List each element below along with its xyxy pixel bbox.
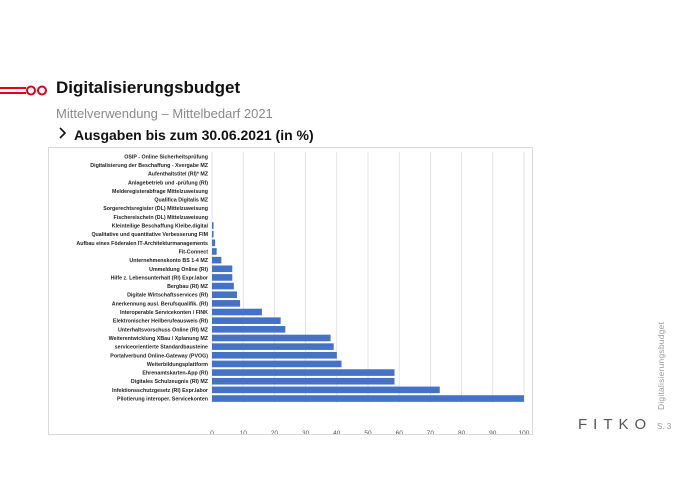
category-label: Ehrenamtskarten-App (RI) [142,371,208,377]
bar [212,343,334,350]
category-label: Digitale Wirtschaftsservices (RI) [127,293,208,299]
page-title: Digitalisierungsbudget [56,78,241,97]
bar [212,282,234,290]
bar [212,334,331,342]
category-label: Unterhaltsvorschuss Online (RI) MZ [118,327,209,333]
category-label: Bergbau (RI) MZ [167,284,209,290]
bar [212,300,241,307]
bar [212,274,233,281]
page-subtitle: Mittelverwendung – Mittelbedarf 2021 [56,106,273,121]
category-label: Pilotierung interoper. Servicekonten [117,397,208,403]
bar [212,369,395,376]
chart-frame: 0 10 20 30 40 50 60 70 80 90 100 OSIP - Online Sich… [48,147,533,435]
category-label: Portalverbund Online-Gateway (PVOG) [110,353,208,359]
category-label: Fit-Connect [179,249,209,255]
bar [212,351,337,359]
category-label: Sorgerechtsregister (DL) Mittelzuweisung [103,206,208,212]
x-tick-label: 40 [333,430,341,434]
x-tick-label: 50 [364,430,372,434]
section-heading: Ausgaben bis zum 30.06.2021 (in %) [74,127,314,143]
category-label: Hilfe z. Lebensunterhalt (RI) Expr.labor [111,275,208,281]
category-label: serviceorientierte Standardbausteine [115,345,208,351]
category-label: OSIP - Online Sicherheitsprüfung [124,154,208,160]
category-label: Qualifica Digitalis MZ [154,198,208,204]
x-tick-label: 90 [489,430,497,434]
bar [212,386,440,394]
bar [212,222,214,229]
category-label: Unternehmenskonto BS 1-4 MZ [129,258,208,264]
bar [212,377,395,385]
category-label: Aufbau eines Föderalen IT-Architekturman… [76,241,208,247]
x-tick-label: 80 [458,430,466,434]
category-label: Digitales Schulzeugnis (RI) MZ [131,379,209,385]
bar [212,265,233,273]
x-tick-label: 20 [271,430,279,434]
bar-chart: 0 10 20 30 40 50 60 70 80 90 100 OSIP - Online Sich… [76,152,530,434]
bar [212,308,262,316]
category-label: Kleinteilige Beschaffung Kleibe.digital [112,224,209,230]
page-number: S. 3 [657,422,672,431]
side-label: Digitalisierungsbudget [656,321,666,410]
x-tick-label: 30 [302,430,310,434]
x-tick-label: 10 [240,430,248,434]
category-label: Elektronischer Heilberufeausweis (RI) [113,319,208,325]
category-label: Weiterbildungsplattform [147,362,208,368]
category-label: Digitalisierung der Beschaffung - Xverga… [90,163,208,169]
bar [212,326,286,333]
chevron-right-icon [59,127,67,139]
x-tick-label: 100 [519,430,530,434]
bar [212,256,222,264]
category-label: Qualitative und quantitative Verbesserun… [91,232,208,238]
category-label: Anerkennung ausl. Berufsqualifik. (RI) [112,301,208,307]
category-label: Fischereischein (DL) Mittelzuweisung [114,215,208,221]
bar [212,230,214,238]
bar [212,291,237,299]
bar [212,395,524,402]
x-tick-label: 60 [396,430,404,434]
category-label: Interoperable Servicekonten / FINK [120,310,208,316]
category-label: Anlagebetrieb und -prüfung (RI) [128,180,208,186]
brand-logo: FITKO [578,416,653,433]
x-tick-label: 0 [210,430,214,434]
bar [212,360,342,368]
category-label: Melderegisterabfrage Mittelzuweisung [112,189,208,195]
logo-mark [0,85,47,96]
category-label: Weiterentwicklung XBau / Xplanung MZ [109,336,209,342]
category-label: Aufenthaltstitel (RI)* MZ [148,172,209,178]
bar [212,239,216,247]
category-label: Infektionsschutzgesetz (RI) Expr.labor [112,388,208,394]
x-tick-label: 70 [427,430,435,434]
bar [212,317,281,324]
category-label: Ummeldung Online (RI) [149,267,208,273]
bar [212,248,217,255]
